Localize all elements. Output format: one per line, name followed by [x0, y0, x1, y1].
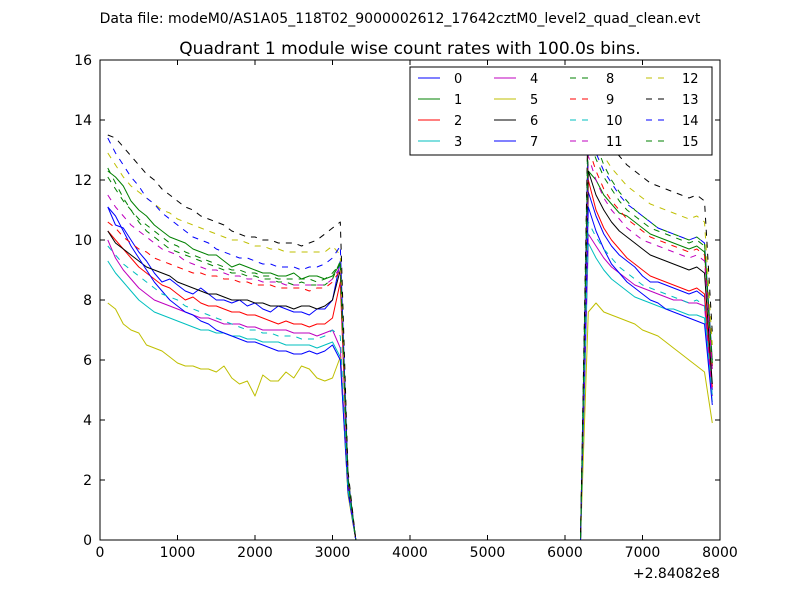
legend-label-9: 9	[606, 93, 614, 108]
series-line-8	[107, 107, 713, 540]
y-tick-label: 0	[83, 533, 92, 549]
legend-label-12: 12	[682, 72, 699, 87]
legend-label-8: 8	[606, 72, 614, 87]
series-line-14	[107, 131, 713, 540]
legend-label-7: 7	[530, 135, 538, 150]
legend-label-14: 14	[682, 114, 699, 129]
chart-title: Quadrant 1 module wise count rates with …	[179, 39, 640, 59]
y-tick-label: 8	[83, 293, 92, 309]
legend-label-0: 0	[454, 72, 462, 87]
series-line-15	[107, 137, 713, 540]
series-line-10	[107, 221, 713, 540]
x-tick-label: 6000	[547, 545, 583, 561]
legend-label-2: 2	[454, 114, 462, 129]
x-tick-label: 4000	[392, 545, 428, 561]
series-line-4	[107, 233, 713, 540]
y-tick-label: 16	[74, 53, 92, 69]
series-line-11	[107, 155, 713, 540]
series-line-7	[107, 206, 713, 540]
y-tick-label: 2	[83, 473, 92, 489]
legend-label-1: 1	[454, 93, 462, 108]
legend-label-13: 13	[682, 93, 699, 108]
legend-label-4: 4	[530, 72, 538, 87]
y-tick-label: 6	[83, 353, 92, 369]
x-tick-label: 2000	[237, 545, 273, 561]
x-tick-label: 0	[96, 545, 105, 561]
x-offset-label: +2.84082e8	[633, 566, 720, 582]
legend-label-15: 15	[682, 135, 699, 150]
x-tick-label: 7000	[625, 545, 661, 561]
series-line-1	[107, 170, 713, 540]
legend-label-11: 11	[606, 135, 623, 150]
legend-frame	[409, 66, 713, 156]
x-tick-label: 5000	[470, 545, 506, 561]
series-line-2	[107, 179, 713, 540]
legend-label-3: 3	[454, 135, 462, 150]
x-tick-label: 3000	[315, 545, 351, 561]
series-line-6	[107, 170, 713, 540]
legend-label-6: 6	[530, 114, 538, 129]
y-tick-label: 14	[74, 113, 92, 129]
series-line-3	[107, 242, 713, 540]
legend-label-10: 10	[606, 114, 623, 129]
x-tick-label: 8000	[702, 545, 738, 561]
tick-layer: 0 1000 2000 3000 4000 5000 6000 7000 80000246810…	[74, 53, 738, 561]
legend-label-5: 5	[530, 93, 538, 108]
data-file-suptitle: Data file: modeM0/AS1A05_118T02_90000026…	[100, 11, 701, 27]
y-tick-label: 4	[83, 413, 92, 429]
y-tick-label: 10	[74, 233, 92, 249]
x-tick-label: 1000	[160, 545, 196, 561]
y-tick-label: 12	[74, 173, 92, 189]
series-line-5	[107, 302, 713, 540]
